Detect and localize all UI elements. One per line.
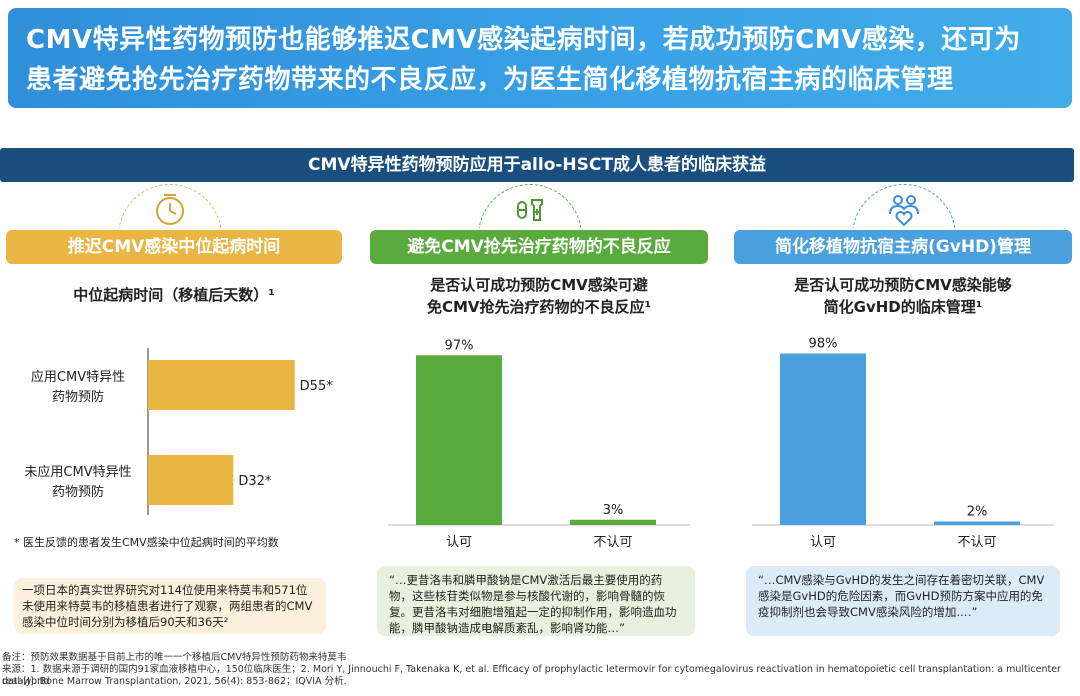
chart-title-gvhd-line-1: 是否认可成功预防CMV感染能够: [794, 276, 1012, 294]
adverse-bar: [416, 355, 502, 525]
chart-title-onset: 中位起病时间（移植后天数）¹: [73, 286, 275, 304]
patients-heart-icon: [889, 195, 919, 227]
footnote-note: 备注：预防效果数据基于目前上市的唯一一个移植后CMV特异性预防药物来特莫韦: [2, 652, 347, 663]
chart-title-adverse: 是否认可成功预防CMV感染可避 免CMV抢先治疗药物的不良反应¹: [370, 274, 708, 318]
gvhd-category-label: 不认可: [957, 535, 996, 550]
adverse-category-label: 不认可: [593, 535, 632, 550]
onset-bar-value-label: D32*: [238, 474, 272, 489]
section-banner: CMV特异性药物预防应用于allo-HSCT成人患者的临床获益: [0, 148, 1074, 182]
chart-title-gvhd: 是否认可成功预防CMV感染能够 简化GvHD的临床管理¹: [734, 274, 1072, 318]
chart-title-adverse-line-2: 免CMV抢先治疗药物的不良反应¹: [426, 298, 652, 316]
adverse-bar: [570, 519, 656, 525]
onset-bar-value-label: D55*: [300, 379, 334, 394]
chart-title-gvhd-line-2: 简化GvHD的临床管理¹: [823, 298, 983, 316]
medicine-icon: [517, 199, 543, 221]
adverse-bar-value-label: 3%: [603, 503, 624, 518]
gvhd-bar-value-label: 2%: [967, 505, 988, 520]
onset-bar: [148, 360, 295, 410]
onset-footnote: * 医生反馈的患者发生CMV感染中位起病时间的平均数: [14, 536, 279, 549]
onset-bar: [148, 455, 234, 505]
gvhd-management-chart: 98% 认可 2% 不认可: [752, 337, 1054, 550]
adverse-reaction-chart: 97% 认可 3% 不认可: [388, 338, 690, 550]
gvhd-bar-value-label: 98%: [809, 337, 838, 352]
quote-box-gvhd: “…CMV感染与GvHD的发生之间存在着密切关联，CMV感染是GvHD的危险因素…: [746, 566, 1060, 636]
gvhd-bar: [934, 521, 1020, 525]
headline-banner: CMV特异性药物预防也能够推迟CMV感染起病时间，若成功预防CMV感染，还可为 …: [8, 8, 1072, 108]
chart-title-adverse-line-1: 是否认可成功预防CMV感染可避: [430, 276, 648, 294]
footnote-source-1: 来源：1. 数据来源于调研的国内91家血液移植中心，150位临床医生；2. Mo…: [2, 664, 1061, 687]
column-header-adverse: 避免CMV抢先治疗药物的不良反应: [370, 230, 708, 264]
gvhd-bar: [780, 353, 866, 525]
footnote-source-2: data[J]. Bone Marrow Transplantation, 20…: [2, 676, 347, 687]
column-header-delay: 推迟CMV感染中位起病时间: [6, 230, 342, 264]
quote-box-adverse: “…更昔洛韦和膦甲酸钠是CMV激活后最主要使用的药物，这些核苷类似物是参与核酸代…: [377, 566, 695, 636]
column-header-gvhd: 简化移植物抗宿主病(GvHD)管理: [734, 230, 1072, 264]
onset-category-label: 药物预防: [52, 389, 104, 405]
adverse-category-label: 认可: [446, 535, 472, 550]
onset-category-label: 应用CMV特异性: [31, 369, 125, 385]
onset-category-label: 未应用CMV特异性: [24, 464, 131, 480]
onset-category-label: 药物预防: [52, 484, 104, 500]
headline-line-1: CMV特异性药物预防也能够推迟CMV感染起病时间，若成功预防CMV感染，还可为: [26, 25, 1021, 55]
gvhd-category-label: 认可: [810, 535, 836, 550]
clock-icon: [156, 194, 184, 225]
adverse-bar-value-label: 97%: [445, 338, 474, 353]
quote-box-onset: 一项日本的真实世界研究对114位使用来特莫韦和571位未使用来特莫韦的移植患者进…: [14, 578, 326, 634]
headline-line-2: 患者避免抢先治疗药物带来的不良反应，为医生简化移植物抗宿主病的临床管理: [26, 65, 954, 95]
